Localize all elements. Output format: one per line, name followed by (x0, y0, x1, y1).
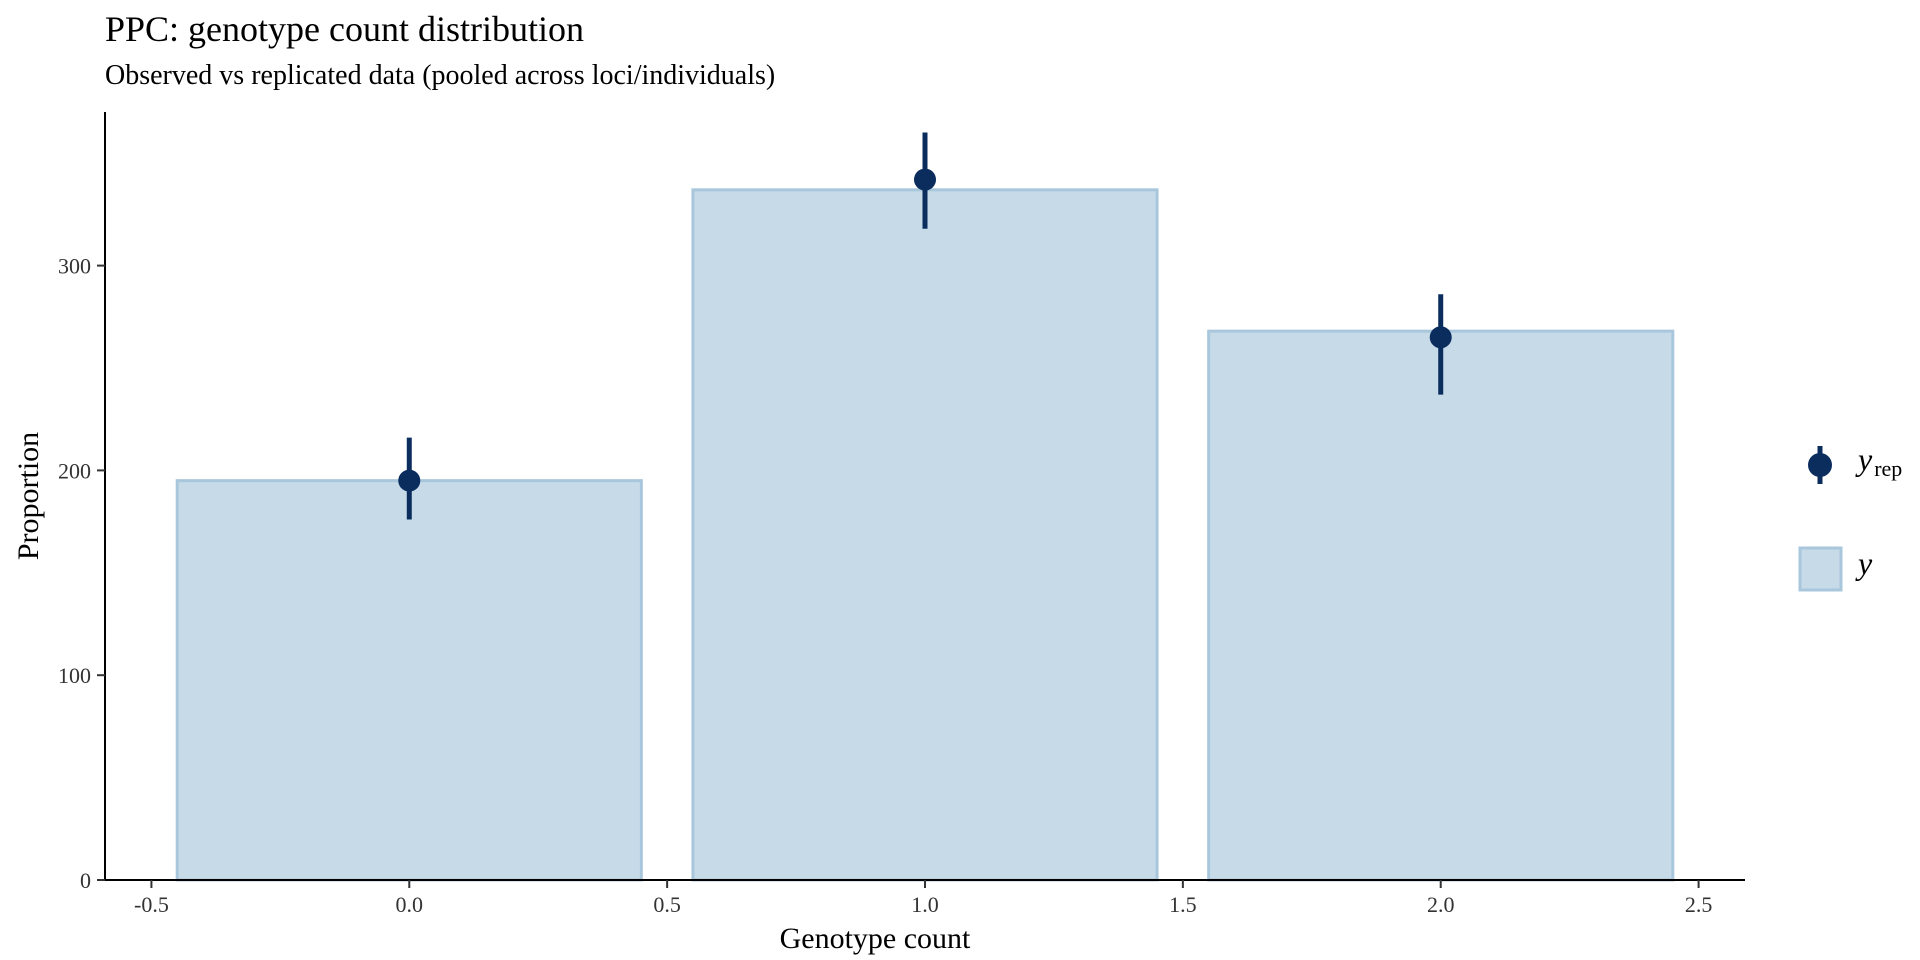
x-tick-label-3: 1.0 (911, 892, 939, 917)
bars-layer (175, 188, 1675, 882)
y-tick-label-1: 100 (58, 663, 91, 688)
x-tick-label-5: 2.0 (1427, 892, 1455, 917)
point-ranges-layer (398, 132, 1452, 520)
y-tick-label-2: 200 (58, 458, 91, 483)
yrep-point-1 (914, 168, 936, 191)
yrep-point-2 (1429, 326, 1452, 349)
x-tick-label-6: 2.5 (1685, 892, 1713, 917)
legend-yrep-label: yrep (1855, 441, 1902, 481)
y-axis-title: Proportion (12, 432, 45, 560)
bar-2 (1207, 329, 1675, 882)
legend-item-y: y (1798, 545, 1873, 592)
bar-0 (175, 479, 643, 882)
legend-y-swatch (1798, 546, 1843, 592)
legend-item-yrep: yrep (1808, 441, 1902, 484)
x-tick-label-2: 0.5 (653, 892, 681, 917)
x-tick-label-4: 1.5 (1169, 892, 1197, 917)
chart-title: PPC: genotype count distribution (105, 9, 585, 49)
legend-y-label: y (1855, 545, 1873, 581)
yrep-point-0 (398, 469, 421, 492)
y-tick-label-3: 300 (58, 254, 91, 279)
x-tick-label-0: -0.5 (134, 892, 169, 917)
y-tick-label-0: 0 (80, 868, 91, 893)
legend-yrep-label-sub: rep (1874, 456, 1902, 481)
legend: yrep y (1798, 441, 1902, 592)
x-axis-title: Genotype count (780, 922, 971, 955)
x-ticks: -0.5 0.0 0.5 1.0 1.5 2.0 2.5 (134, 880, 1712, 917)
y-ticks: 0 100 200 300 (58, 254, 105, 893)
legend-yrep-label-main: y (1855, 441, 1873, 477)
legend-yrep-point-icon (1808, 453, 1832, 477)
chart-subtitle: Observed vs replicated data (pooled acro… (105, 60, 776, 91)
x-tick-label-1: 0.0 (396, 892, 424, 917)
bar-1 (691, 188, 1159, 882)
